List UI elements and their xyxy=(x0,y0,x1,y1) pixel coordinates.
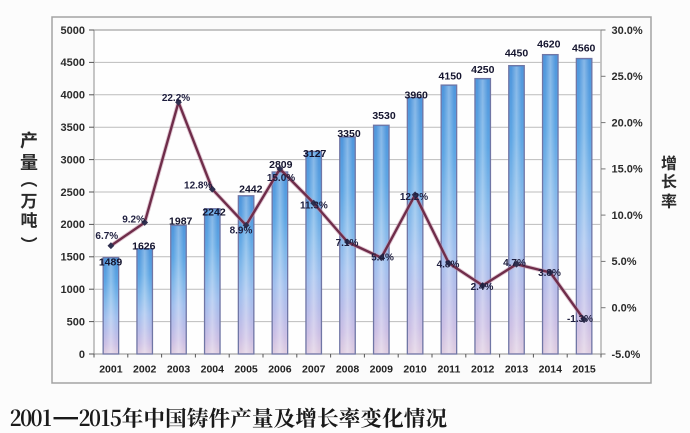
svg-text:4500: 4500 xyxy=(61,57,85,69)
svg-text:8.9%: 8.9% xyxy=(230,225,253,236)
svg-text:2001: 2001 xyxy=(99,364,123,376)
svg-text:15.0%: 15.0% xyxy=(267,173,295,184)
svg-text:20.0%: 20.0% xyxy=(612,117,643,129)
svg-text:5.0%: 5.0% xyxy=(612,256,637,268)
svg-text:10.0%: 10.0% xyxy=(612,210,643,222)
svg-text:3960: 3960 xyxy=(405,89,429,101)
svg-text:5.4%: 5.4% xyxy=(371,252,394,263)
svg-text:2442: 2442 xyxy=(239,184,263,196)
svg-text:3350: 3350 xyxy=(337,128,361,140)
svg-text:9.2%: 9.2% xyxy=(122,214,145,225)
svg-text:1987: 1987 xyxy=(169,215,193,227)
svg-text:7.1%: 7.1% xyxy=(336,238,359,249)
svg-text:11.3%: 11.3% xyxy=(300,200,328,211)
svg-text:2011: 2011 xyxy=(438,364,461,376)
svg-text:1489: 1489 xyxy=(99,257,123,269)
svg-text:1500: 1500 xyxy=(61,252,85,264)
svg-text:4450: 4450 xyxy=(505,47,529,59)
svg-text:2004: 2004 xyxy=(201,364,225,376)
svg-text:2005: 2005 xyxy=(234,364,258,376)
svg-text:2.4%: 2.4% xyxy=(471,282,494,293)
svg-text:2015: 2015 xyxy=(572,364,596,376)
svg-text:12.8%: 12.8% xyxy=(184,180,212,191)
svg-text:4620: 4620 xyxy=(537,38,561,50)
svg-text:2000: 2000 xyxy=(61,219,85,231)
svg-text:500: 500 xyxy=(67,316,85,328)
svg-text:2014: 2014 xyxy=(539,364,563,376)
svg-text:2010: 2010 xyxy=(403,364,427,376)
svg-text:6.7%: 6.7% xyxy=(95,231,118,242)
svg-text:2002: 2002 xyxy=(133,364,157,376)
svg-text:4.7%: 4.7% xyxy=(503,258,526,269)
svg-text:15.0%: 15.0% xyxy=(612,164,643,176)
svg-text:2242: 2242 xyxy=(202,206,226,218)
svg-text:30.0%: 30.0% xyxy=(612,25,643,37)
svg-text:2008: 2008 xyxy=(336,364,360,376)
svg-text:3500: 3500 xyxy=(61,122,85,134)
svg-text:3127: 3127 xyxy=(303,148,327,160)
svg-text:2809: 2809 xyxy=(269,159,293,171)
svg-text:2006: 2006 xyxy=(268,364,292,376)
svg-text:3530: 3530 xyxy=(372,110,396,122)
svg-text:2007: 2007 xyxy=(302,364,326,376)
svg-text:1000: 1000 xyxy=(61,284,85,296)
svg-text:0.0%: 0.0% xyxy=(612,303,637,315)
svg-text:4250: 4250 xyxy=(471,64,495,76)
svg-text:4560: 4560 xyxy=(572,43,596,55)
svg-text:-5.0%: -5.0% xyxy=(612,349,641,361)
svg-text:2003: 2003 xyxy=(167,364,191,376)
svg-text:5000: 5000 xyxy=(61,25,85,37)
svg-text:2012: 2012 xyxy=(471,364,495,376)
svg-text:3000: 3000 xyxy=(61,154,85,166)
svg-text:25.0%: 25.0% xyxy=(612,71,643,83)
svg-text:0: 0 xyxy=(79,349,85,361)
svg-text:4000: 4000 xyxy=(61,90,85,102)
svg-text:3.8%: 3.8% xyxy=(538,268,561,279)
svg-text:12.2%: 12.2% xyxy=(400,192,428,203)
svg-text:4150: 4150 xyxy=(439,71,463,83)
svg-text:2013: 2013 xyxy=(505,364,529,376)
svg-text:2500: 2500 xyxy=(61,187,85,199)
svg-text:4.8%: 4.8% xyxy=(437,259,460,270)
svg-text:22.2%: 22.2% xyxy=(162,93,190,104)
svg-text:-1.3%: -1.3% xyxy=(567,314,593,325)
svg-text:1626: 1626 xyxy=(132,240,156,252)
svg-text:2009: 2009 xyxy=(370,364,394,376)
